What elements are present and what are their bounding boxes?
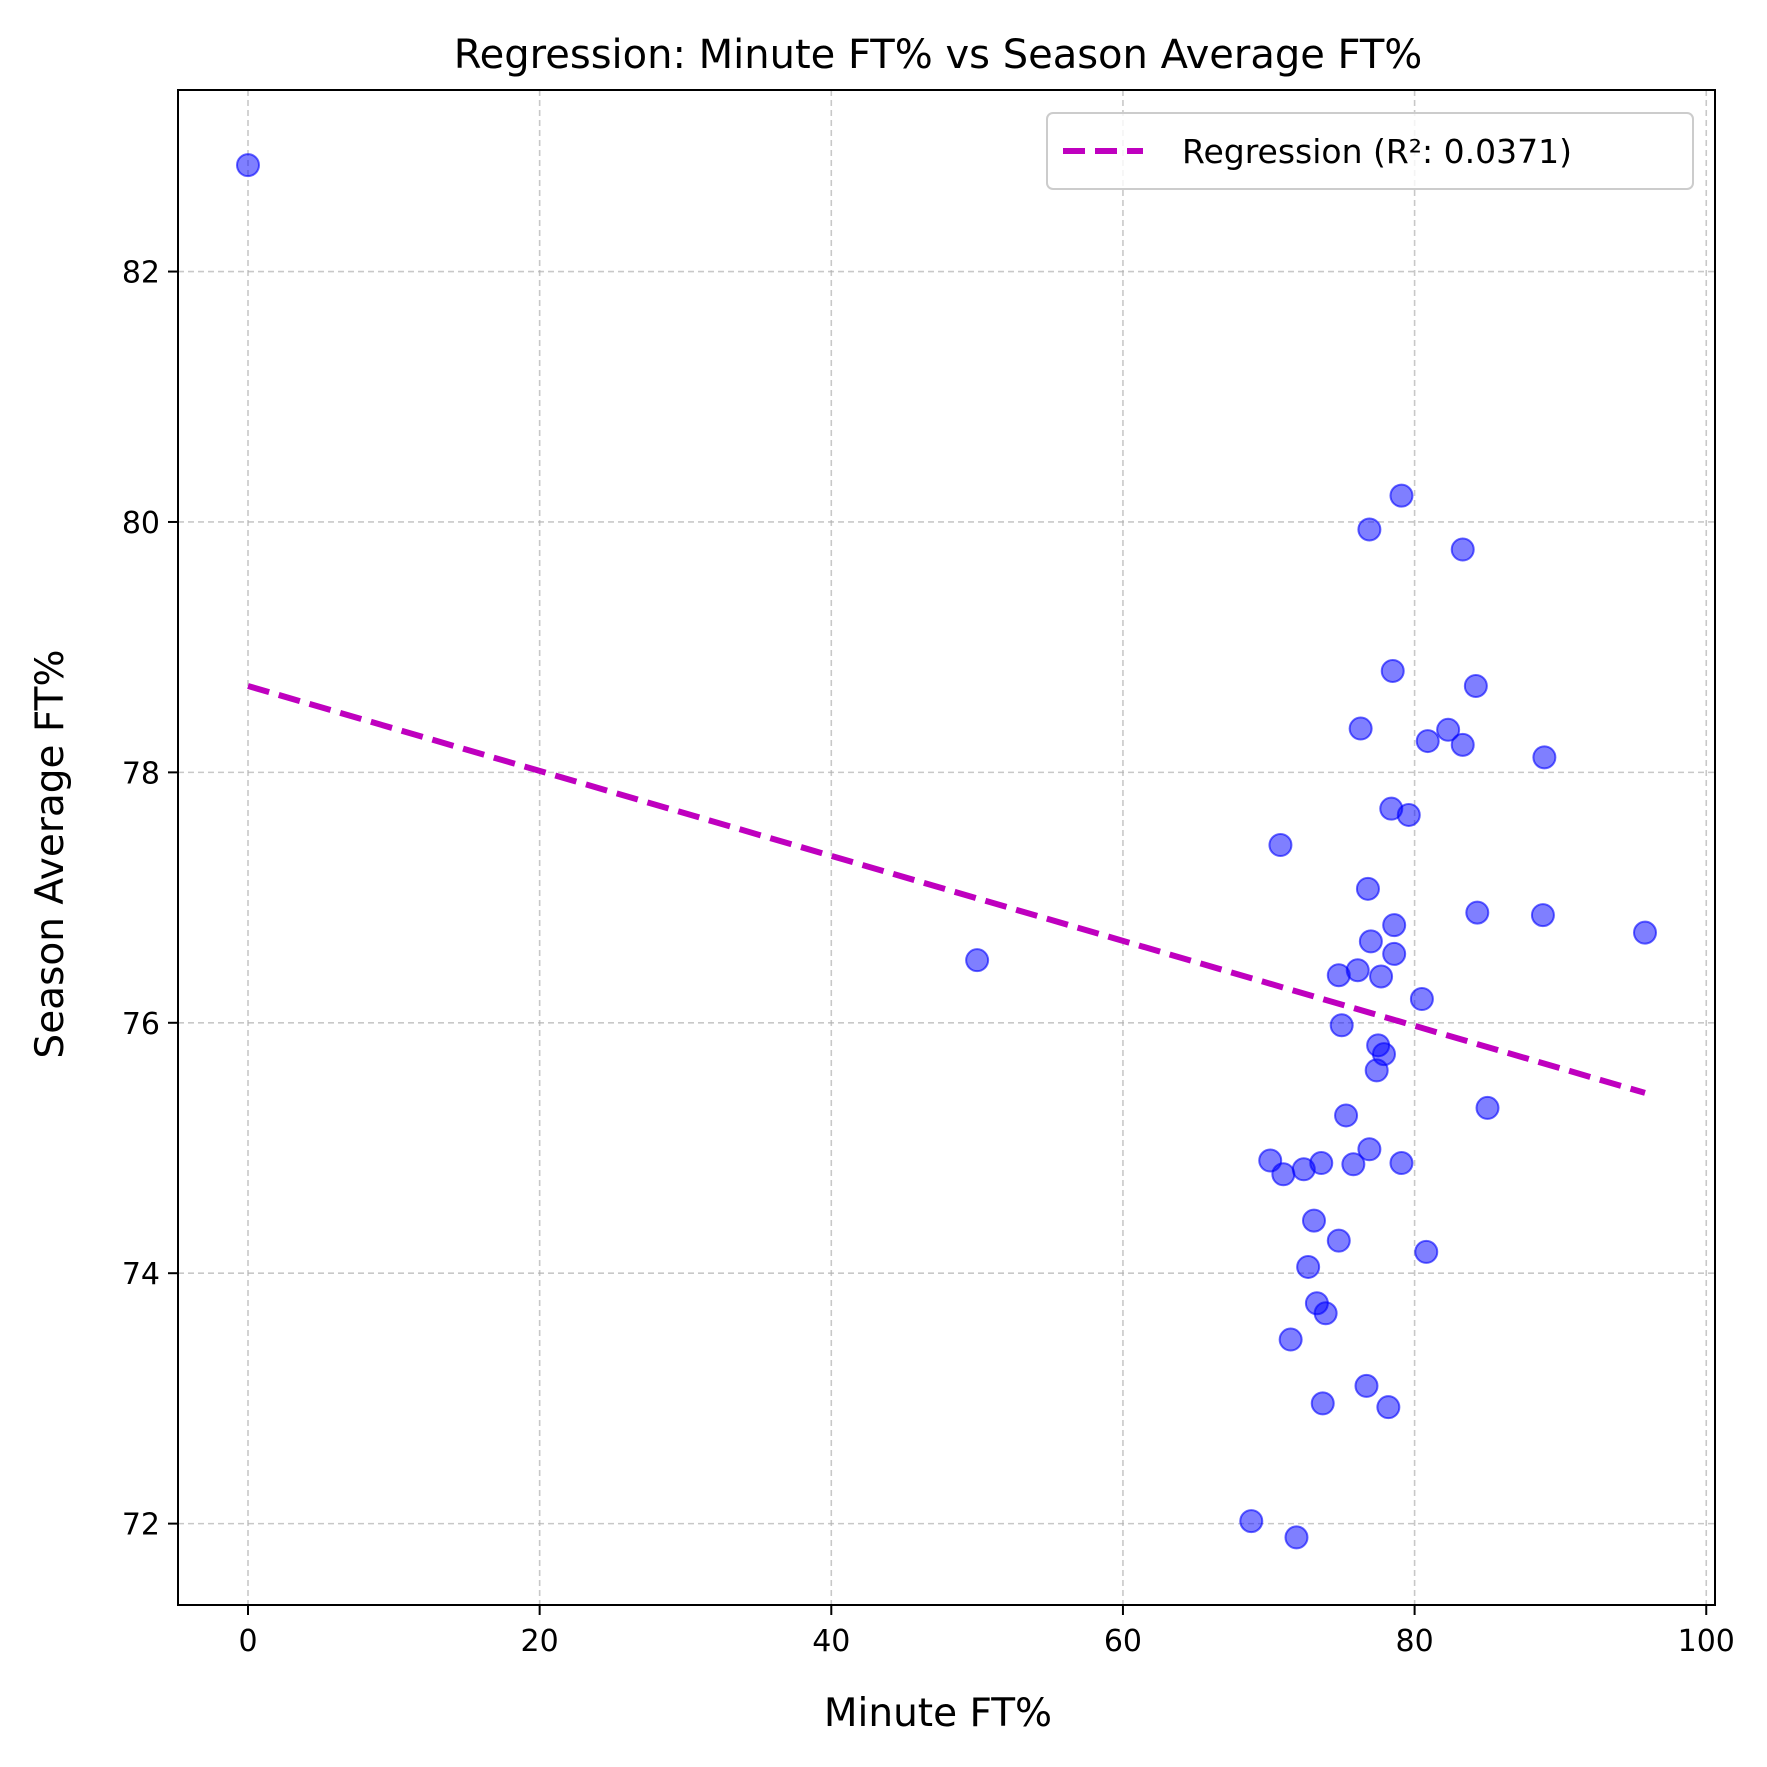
legend-regression-label: Regression (R²: 0.0371)	[1182, 132, 1572, 171]
x-tick-label: 60	[1104, 1624, 1142, 1659]
x-tick-label: 40	[812, 1624, 850, 1659]
scatter-point	[1334, 1103, 1359, 1128]
y-tick-label: 80	[122, 506, 160, 541]
y-tick-label: 74	[122, 1257, 160, 1292]
scatter-point	[1450, 537, 1475, 562]
scatter-point	[1414, 1239, 1439, 1264]
scatter-point	[1530, 903, 1555, 928]
scatter-point	[1376, 1395, 1401, 1420]
scatter-point	[1357, 1137, 1382, 1162]
x-tick-label: 100	[1678, 1624, 1735, 1659]
scatter-point	[1382, 941, 1407, 966]
scatter-point	[1271, 1162, 1296, 1187]
scatter-point	[1326, 1228, 1351, 1253]
scatter-point	[1355, 876, 1380, 901]
y-axis-title: Season Average FT%	[28, 649, 73, 1058]
legend-box	[1046, 112, 1694, 190]
scatter-point	[1364, 1058, 1389, 1083]
x-tick-label: 20	[521, 1624, 559, 1659]
scatter-point	[1409, 987, 1434, 1011]
y-tick-label: 76	[122, 1007, 160, 1042]
scatter-point	[1348, 716, 1373, 741]
scatter-point	[1633, 920, 1658, 945]
scatter-point	[1358, 929, 1383, 954]
plot-frame	[177, 89, 1716, 1606]
scatter-point	[1278, 1327, 1303, 1352]
scatter-point	[1301, 1208, 1326, 1233]
y-tick-label: 72	[122, 1508, 160, 1543]
scatter-point	[1239, 1509, 1264, 1534]
scatter-point	[1326, 963, 1351, 988]
y-tick-label: 82	[122, 256, 160, 291]
grid-lines	[178, 90, 1715, 1605]
scatter-point	[1475, 1095, 1500, 1120]
scatter-point	[1291, 1157, 1316, 1182]
scatter-point	[965, 948, 990, 973]
scatter-point	[1389, 483, 1414, 508]
scatter-point	[235, 153, 260, 178]
scatter-point	[1382, 913, 1407, 938]
scatter-point	[1357, 517, 1382, 542]
y-tick-label: 78	[122, 756, 160, 791]
scatter-point	[1313, 1301, 1338, 1326]
scatter-point	[1415, 729, 1440, 754]
scatter-point	[1341, 1152, 1366, 1177]
regression-layer	[247, 683, 1646, 1096]
scatter-point	[1354, 1373, 1379, 1398]
scatter-point	[1396, 802, 1421, 827]
scatter-point	[1369, 964, 1394, 989]
legend: Regression (R²: 0.0371)	[1046, 112, 1694, 190]
scatter-point	[1268, 832, 1293, 857]
axis-ticks: 0 20 40 60 80 100 72 74 76 78 80 82	[122, 256, 1735, 1659]
scatter-point	[1296, 1254, 1321, 1279]
chart-title: Regression: Minute FT% vs Season Average…	[454, 32, 1423, 78]
data-points	[235, 153, 1658, 1550]
scatter-point	[1380, 658, 1405, 683]
scatter-point	[1436, 717, 1461, 742]
regression-line	[247, 683, 1646, 1096]
scatter-point	[1329, 1013, 1354, 1038]
scatter-point	[1310, 1391, 1335, 1416]
scatter-point	[1284, 1525, 1309, 1550]
x-tick-label: 0	[238, 1624, 257, 1659]
scatter-point	[1450, 732, 1475, 757]
scatter-point	[1389, 1151, 1414, 1176]
x-axis-title: Minute FT%	[824, 1691, 1052, 1736]
scatter-point	[1465, 900, 1490, 925]
scatter-point	[1463, 673, 1488, 698]
scatter-point	[1532, 745, 1557, 770]
x-tick-label: 80	[1396, 1624, 1434, 1659]
